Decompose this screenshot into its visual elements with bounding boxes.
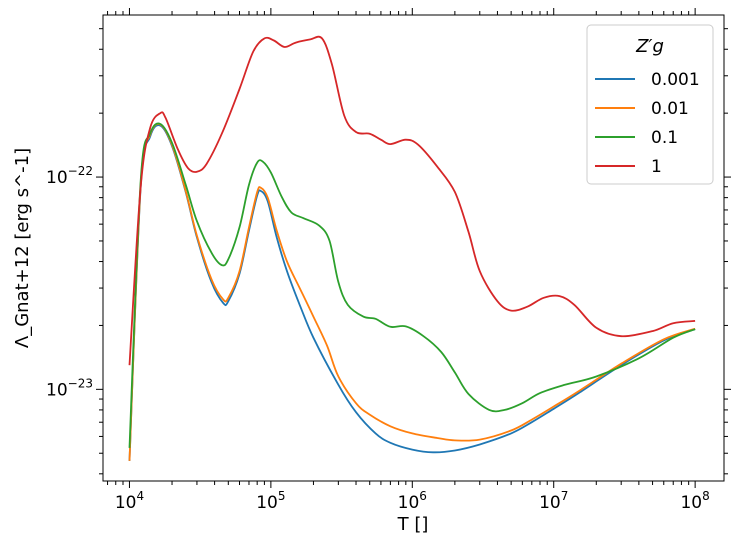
y-tick-label: 10−22 xyxy=(46,164,93,188)
legend-label: 0.01 xyxy=(651,99,689,119)
legend-label: 1 xyxy=(651,157,662,177)
x-tick-label: 108 xyxy=(680,489,709,513)
y-tick-label: 10−23 xyxy=(46,376,93,400)
axis-ticks xyxy=(96,8,731,488)
legend-label: 0.1 xyxy=(651,128,678,148)
y-axis-label: Λ_Gnat+12 [erg s^-1] xyxy=(12,148,33,348)
tick-labels: 104 105 106 107 108 10−23 10−22 xyxy=(46,164,710,513)
series-line-0.01 xyxy=(128,123,696,461)
x-tick-label: 107 xyxy=(539,489,568,513)
series-line-0.1 xyxy=(128,122,696,448)
legend-title: Z′g xyxy=(635,36,664,57)
legend: Z′g 0.001 0.01 0.1 1 xyxy=(586,24,714,185)
legend-box xyxy=(586,24,714,185)
x-axis-label: T [] xyxy=(397,514,429,535)
legend-label: 0.001 xyxy=(651,70,700,90)
series-lines xyxy=(128,35,696,461)
x-tick-label: 106 xyxy=(398,489,427,513)
series-line-1 xyxy=(128,35,696,366)
x-tick-label: 104 xyxy=(115,489,144,513)
x-tick-label: 105 xyxy=(256,489,285,513)
